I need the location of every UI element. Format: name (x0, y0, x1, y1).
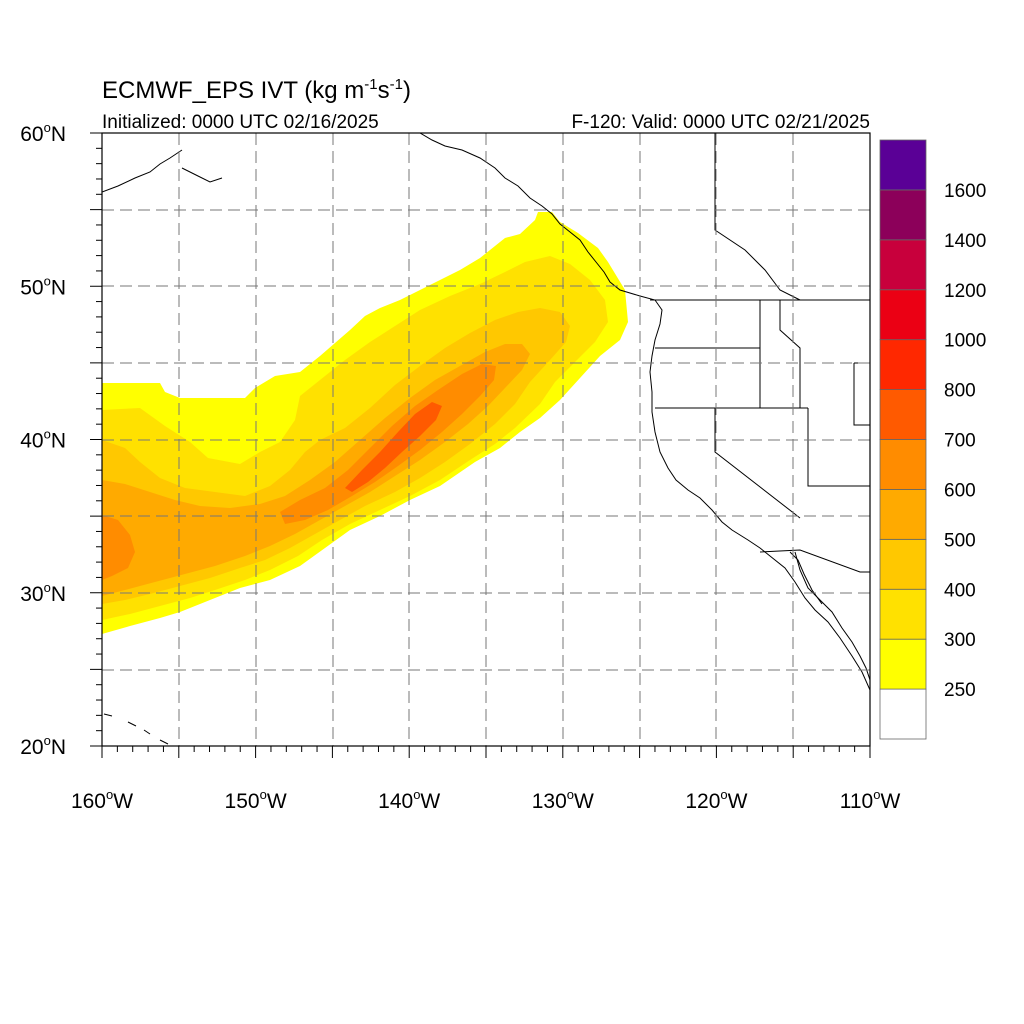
lon-label: 160oW (71, 787, 133, 813)
colorbar-swatch (879, 139, 927, 191)
graticule (102, 133, 870, 746)
alaska-coast (102, 149, 183, 193)
colorbar-label: 1400 (944, 231, 986, 252)
colorbar-swatch (879, 389, 927, 440)
colorbar-swatch (879, 439, 927, 490)
coastlines (102, 133, 870, 745)
baja-california-coast (794, 551, 870, 681)
axis-ticks (90, 132, 871, 758)
lat-label: 50oN (20, 273, 66, 299)
colorbar-label: 1200 (944, 281, 986, 302)
colorbar-swatch (879, 189, 927, 241)
lon-label: 130oW (532, 787, 594, 813)
lon-label: 150oW (225, 787, 287, 813)
lon-label: 140oW (378, 787, 440, 813)
colorbar-label: 600 (944, 480, 976, 501)
lat-label: 30oN (20, 580, 66, 606)
ivt-level-600 (102, 364, 496, 580)
mexico-border (759, 549, 870, 573)
lat-label: 60oN (20, 120, 66, 146)
lon-label: 110oW (840, 787, 901, 813)
aleutian-islands (181, 167, 223, 183)
lat-label: 20oN (20, 733, 66, 759)
lat-label: 40oN (20, 427, 66, 453)
initialized-time: Initialized: 0000 UTC 02/16/2025 (102, 112, 379, 133)
colorbar-label: 800 (944, 381, 976, 402)
colorbar-swatch (879, 588, 927, 640)
colorbar-label: 500 (944, 530, 976, 551)
colorbar-swatch (879, 489, 927, 540)
colorbar-label: 1600 (944, 181, 986, 202)
latitude-labels: 20oN 30oN 40oN 50oN 60oN (20, 120, 66, 759)
colorbar-swatch (879, 638, 927, 690)
gulf-coast-line (789, 551, 823, 605)
colorbar-swatch (879, 688, 927, 740)
colorbar-swatch (879, 239, 927, 291)
valid-time: F-120: Valid: 0000 UTC 02/21/2025 (571, 112, 870, 133)
colorbar: 250 300 400 500 600 700 800 1000 1200 1400 1600 (879, 139, 986, 740)
hawaii-islands (103, 713, 169, 745)
colorbar-label: 1000 (944, 331, 986, 352)
colorbar-swatch (879, 289, 927, 341)
figure-title: ECMWF_EPS IVT (kg m-1s-1) (102, 76, 411, 104)
colorbar-swatch (879, 339, 927, 390)
north-america-coast (419, 133, 870, 691)
colorbar-label: 250 (944, 680, 976, 701)
colorbar-label: 700 (944, 431, 976, 452)
ivt-level-700 (345, 402, 442, 492)
longitude-labels: 160oW 150oW 140oW 130oW 120oW 110oW (71, 787, 901, 813)
colorbar-label: 300 (944, 630, 976, 651)
colorbar-label: 400 (944, 580, 976, 601)
lon-label: 120oW (685, 787, 747, 813)
colorbar-swatch (879, 538, 927, 590)
ivt-plume (102, 212, 628, 634)
